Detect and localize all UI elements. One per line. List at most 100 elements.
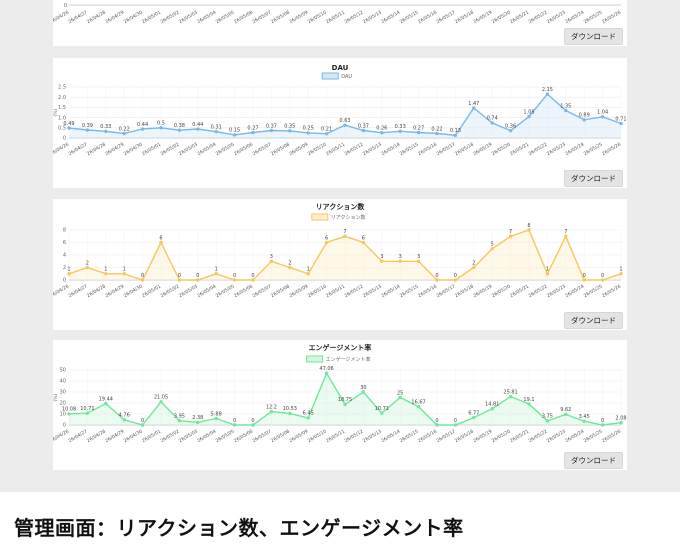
data-label: 47.06 [319,366,333,372]
data-point [435,278,439,282]
data-label: 7 [564,229,567,235]
x-tick-label: 26/05/10 [307,142,328,158]
y-tick-label: 8 [63,228,66,234]
x-tick-label: 26/04/26 [53,284,70,300]
x-tick-label: 26/05/14 [380,429,401,445]
legend-label: リアクション数 [331,214,366,221]
download-button[interactable]: ダウンロード [564,312,623,329]
data-point [177,418,182,423]
data-point [85,265,90,270]
data-point [343,123,347,127]
data-point [104,272,108,276]
data-point [343,234,347,238]
y-tick-label: 30 [60,390,66,396]
y-tick-label: 1.0 [58,115,66,121]
x-tick-label: 26/05/12 [344,10,365,26]
data-point [122,131,126,136]
data-label: 2.38 [192,415,203,421]
data-point [545,92,550,96]
engagement-chart-panel: エンゲージメント率 エンゲージメント率 0 10 20 30 40 50 (%) 10.08 10.… [49,340,627,470]
data-point [545,419,550,423]
x-tick-label: 26/05/04 [196,10,217,26]
data-point [177,128,182,132]
data-point [214,129,218,134]
x-tick-label: 26/05/04 [196,284,217,300]
download-button[interactable]: ダウンロード [564,28,623,45]
x-tick-label: 26/05/09 [288,284,309,300]
x-tick-label: 26/05/15 [399,429,420,445]
data-label: 7 [509,229,512,235]
x-tick-label: 26/05/16 [417,429,438,445]
data-label: 0.39 [82,123,93,129]
data-point [67,126,71,130]
data-label: 0.15 [229,128,240,134]
data-point [232,133,237,137]
data-label: 3 [380,254,383,260]
data-label: 4.76 [119,413,130,419]
data-label: 2.15 [542,87,553,93]
caption: 管理画面：リアクション数、エンゲージメント率 [14,516,464,540]
data-label: 1.04 [597,110,608,116]
data-label: 0 [196,273,199,279]
data-point [196,127,200,131]
data-point [343,402,347,407]
data-point [564,234,568,238]
x-tick-label: 26/05/04 [196,429,217,445]
x-tick-label: 26/05/13 [362,10,383,26]
data-point [361,240,366,245]
data-label: 9.62 [560,407,571,413]
data-point [214,272,218,276]
x-tick-label: 26/04/28 [86,429,107,445]
data-point [288,411,292,416]
chart-title: リアクション数 [316,202,366,211]
x-tick-label: 26/05/02 [160,10,181,26]
data-label: 0.63 [339,118,350,124]
x-tick-label: 26/05/09 [288,429,309,445]
x-tick-label: 26/05/12 [344,142,365,158]
data-point [490,247,494,251]
data-point [508,234,513,238]
data-point [269,128,274,133]
data-point [159,126,163,130]
partial-chart: 0 26/04/2626/04/2726/04/2826/04/2926/04/… [49,3,622,26]
download-button[interactable]: ダウンロード [564,452,623,469]
legend-label: エンゲージメント率 [326,356,371,363]
data-label: 1 [123,267,126,273]
x-tick-label: 26/05/21 [509,10,530,26]
x-tick-label: 26/05/25 [583,142,604,158]
data-label: 0.25 [303,126,314,132]
data-label: 0.38 [174,123,185,129]
data-label: 6 [325,235,328,241]
download-button[interactable]: ダウンロード [564,170,623,187]
data-point [398,395,402,400]
data-label: 2 [288,260,291,266]
x-tick-label: 26/05/23 [546,284,567,300]
data-point [472,106,476,110]
data-label: 3 [417,254,420,260]
data-point [508,128,513,133]
x-tick-label: 26/05/06 [233,10,254,26]
data-label: 0.36 [505,123,516,129]
data-label: 2 [472,260,475,266]
x-tick-label: 26/04/29 [104,284,125,300]
x-tick-label: 26/05/23 [546,10,567,26]
x-tick-label: 26/05/15 [399,284,420,300]
data-point [472,415,476,420]
y-tick-label: 0 [63,278,66,284]
y-tick-label: 20 [60,401,66,407]
x-tick-label: 26/05/11 [325,429,346,445]
x-tick-label: 26/04/27 [68,284,89,300]
data-point [527,228,531,232]
partial-y-tick: 0 [64,3,67,9]
x-tick-label: 26/05/05 [215,142,236,158]
data-point [232,423,237,427]
data-point [122,272,126,276]
x-tick-label: 26/05/18 [454,284,475,300]
data-point [159,400,163,404]
data-label: 2 [86,260,89,266]
data-label: 1 [546,267,549,273]
x-tick-label: 26/04/27 [68,10,89,26]
y-tick-label: 0 [63,136,66,142]
x-tick-label: 26/05/22 [528,10,549,26]
data-label: 0.89 [579,113,590,119]
